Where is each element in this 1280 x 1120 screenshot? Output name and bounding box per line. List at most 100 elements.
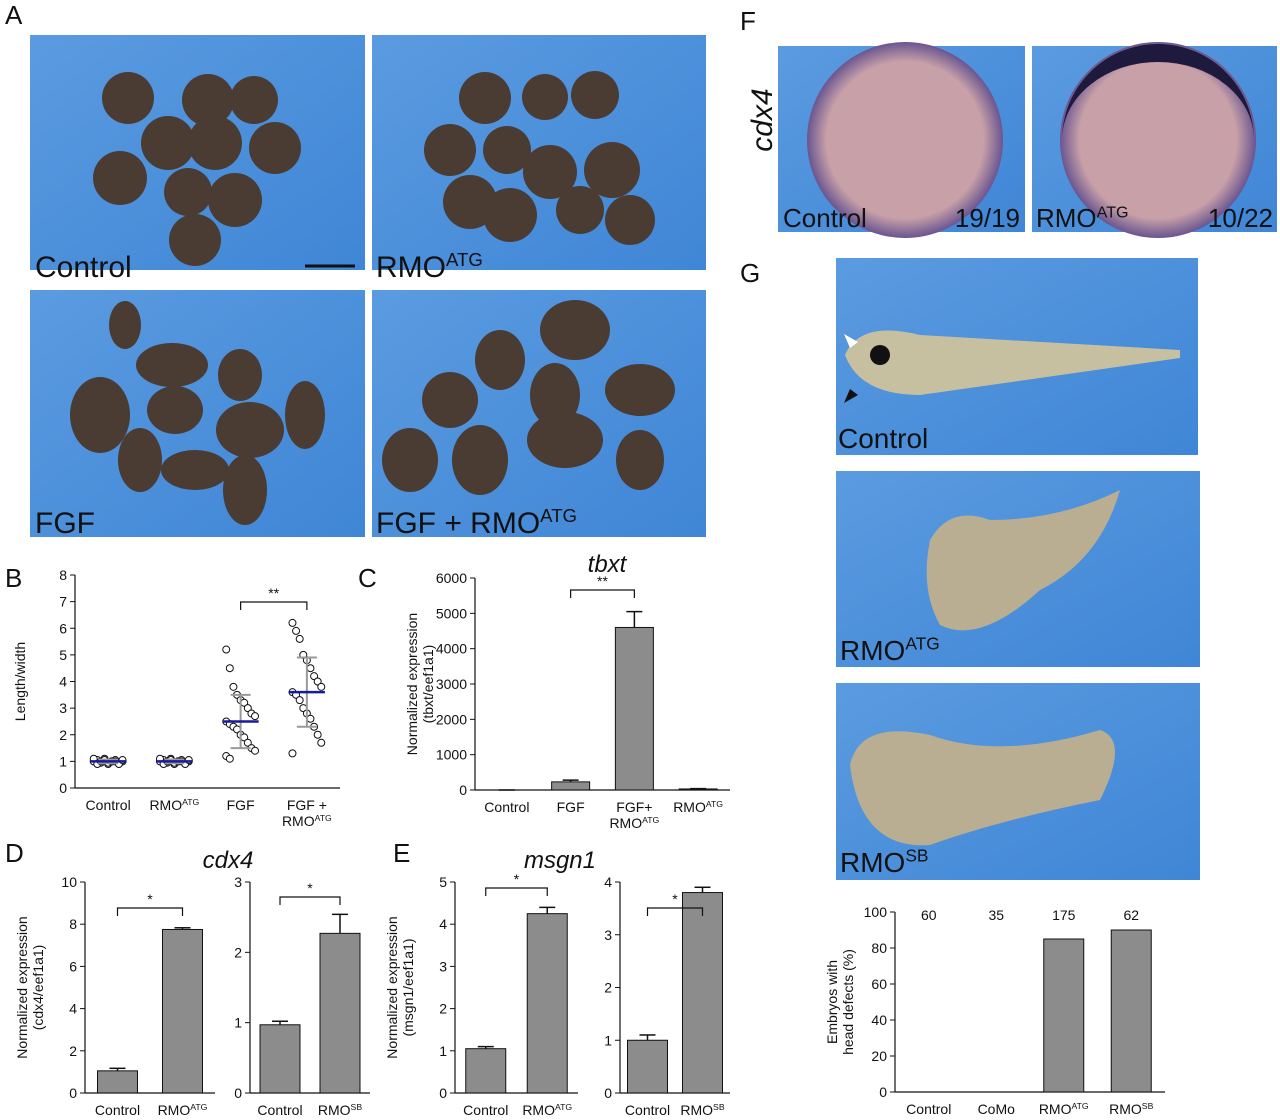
significance-bracket bbox=[240, 601, 308, 610]
label-superscript: ATG bbox=[555, 1102, 572, 1112]
x-tick-label: FGF bbox=[227, 797, 255, 813]
point bbox=[310, 672, 319, 681]
y-tick-label: 6 bbox=[69, 958, 77, 974]
y-tick-label: 6000 bbox=[436, 570, 467, 586]
x-tick-label: RMOATG bbox=[522, 1102, 572, 1118]
label-text: RMO bbox=[840, 635, 905, 666]
bar bbox=[682, 892, 723, 1094]
y-axis-label: Normalized expression bbox=[384, 916, 400, 1058]
y-tick-label: 20 bbox=[871, 1048, 887, 1064]
label-superscript: SB bbox=[713, 1102, 725, 1112]
x-tick-label: RMOATG bbox=[149, 797, 199, 813]
panel-letter: G bbox=[740, 258, 760, 288]
label-text: RMO bbox=[149, 797, 182, 813]
point bbox=[317, 738, 326, 747]
bar bbox=[162, 928, 203, 1094]
y-tick-label: 100 bbox=[864, 904, 888, 920]
point bbox=[295, 634, 304, 643]
score-label: 19/19 bbox=[955, 203, 1020, 233]
photo-label: FGF + RMOATG bbox=[376, 505, 577, 540]
label-text: RMO bbox=[282, 813, 315, 829]
panel-letter: C bbox=[358, 563, 377, 593]
bar bbox=[551, 781, 591, 791]
point bbox=[251, 746, 260, 755]
label-superscript: SB bbox=[351, 1102, 363, 1112]
label-superscript: SB bbox=[905, 846, 928, 866]
y-tick-label: 4 bbox=[439, 916, 447, 932]
significance-label: ** bbox=[597, 573, 608, 589]
point bbox=[292, 626, 301, 635]
bar bbox=[259, 1024, 301, 1094]
y-tick-label: 5000 bbox=[436, 605, 467, 621]
y-tick-label: 1 bbox=[59, 753, 67, 769]
photo-label: RMOSB bbox=[840, 846, 929, 878]
x-tick-label: RMOATG bbox=[673, 799, 723, 815]
y-tick-label: 3000 bbox=[436, 676, 467, 692]
y-axis-label: head defects (%) bbox=[840, 949, 856, 1055]
y-tick-label: 80 bbox=[871, 940, 887, 956]
chart-title: cdx4 bbox=[203, 847, 254, 874]
significance-bracket bbox=[279, 896, 341, 905]
label-text: RMO bbox=[376, 251, 446, 284]
point bbox=[243, 738, 252, 747]
significance-label: * bbox=[514, 871, 520, 887]
label-superscript: ATG bbox=[540, 505, 577, 526]
y-tick-label: 2 bbox=[604, 980, 612, 996]
score-label: 10/22 bbox=[1208, 203, 1273, 233]
point bbox=[288, 749, 297, 758]
photo-a bbox=[30, 35, 706, 537]
y-tick-label: 5 bbox=[59, 647, 67, 663]
point bbox=[251, 712, 260, 721]
point bbox=[225, 754, 234, 763]
label-text: FGF + RMO bbox=[376, 507, 540, 540]
x-tick-label: Control bbox=[257, 1102, 302, 1118]
x-tick-label: Control bbox=[463, 1102, 508, 1118]
y-tick-label: 3 bbox=[604, 927, 612, 943]
significance-label: * bbox=[672, 891, 678, 907]
count-label: 35 bbox=[988, 907, 1004, 923]
significance-bracket bbox=[570, 589, 635, 598]
significance-label: * bbox=[147, 891, 153, 907]
label-superscript: ATG bbox=[706, 799, 723, 809]
significance-bracket bbox=[485, 887, 548, 896]
label-superscript: ATG bbox=[182, 797, 199, 807]
y-tick-label: 1000 bbox=[436, 747, 467, 763]
bar bbox=[97, 1070, 138, 1094]
photo-label: RMOATG bbox=[840, 634, 940, 666]
y-tick-label: 1 bbox=[439, 1043, 447, 1059]
y-tick-label: 6 bbox=[59, 620, 67, 636]
label-text: RMO bbox=[158, 1102, 191, 1118]
label-superscript: SB bbox=[1142, 1101, 1154, 1111]
y-tick-label: 2 bbox=[69, 1043, 77, 1059]
x-tick-label: CoMo bbox=[978, 1101, 1016, 1117]
y-tick-label: 4 bbox=[604, 874, 612, 890]
chart-title: msgn1 bbox=[524, 847, 596, 874]
label-text: RMO bbox=[1109, 1101, 1142, 1117]
y-axis-label: (msgn1/eef1a1) bbox=[400, 938, 416, 1036]
label-text: RMO bbox=[673, 799, 706, 815]
significance-label: * bbox=[307, 880, 313, 896]
y-tick-label: 4 bbox=[59, 674, 67, 690]
point bbox=[295, 696, 304, 705]
significance-bracket bbox=[646, 907, 704, 916]
y-tick-label: 5 bbox=[439, 874, 447, 890]
y-tick-label: 1 bbox=[604, 1032, 612, 1048]
label-text: RMO bbox=[1036, 203, 1097, 233]
label-superscript: ATG bbox=[190, 1102, 207, 1112]
y-axis-label: Embryos with bbox=[824, 960, 840, 1044]
bar bbox=[465, 1048, 507, 1094]
label-superscript: ATG bbox=[446, 249, 483, 270]
photo-label: Control bbox=[783, 203, 867, 233]
label-text: RMO bbox=[840, 847, 905, 878]
point bbox=[229, 682, 238, 691]
y-tick-label: 0 bbox=[604, 1085, 612, 1101]
y-axis-label: (tbxt/eef1a1) bbox=[420, 645, 436, 724]
y-tick-label: 4 bbox=[69, 1001, 77, 1017]
bar bbox=[1043, 938, 1085, 1093]
label-superscript: ATG bbox=[905, 634, 939, 654]
x-tick-label: FGF+ bbox=[616, 799, 652, 815]
bar bbox=[1110, 929, 1152, 1093]
y-axis-label: Length/width bbox=[12, 642, 28, 721]
label-superscript: ATG bbox=[1071, 1101, 1088, 1111]
